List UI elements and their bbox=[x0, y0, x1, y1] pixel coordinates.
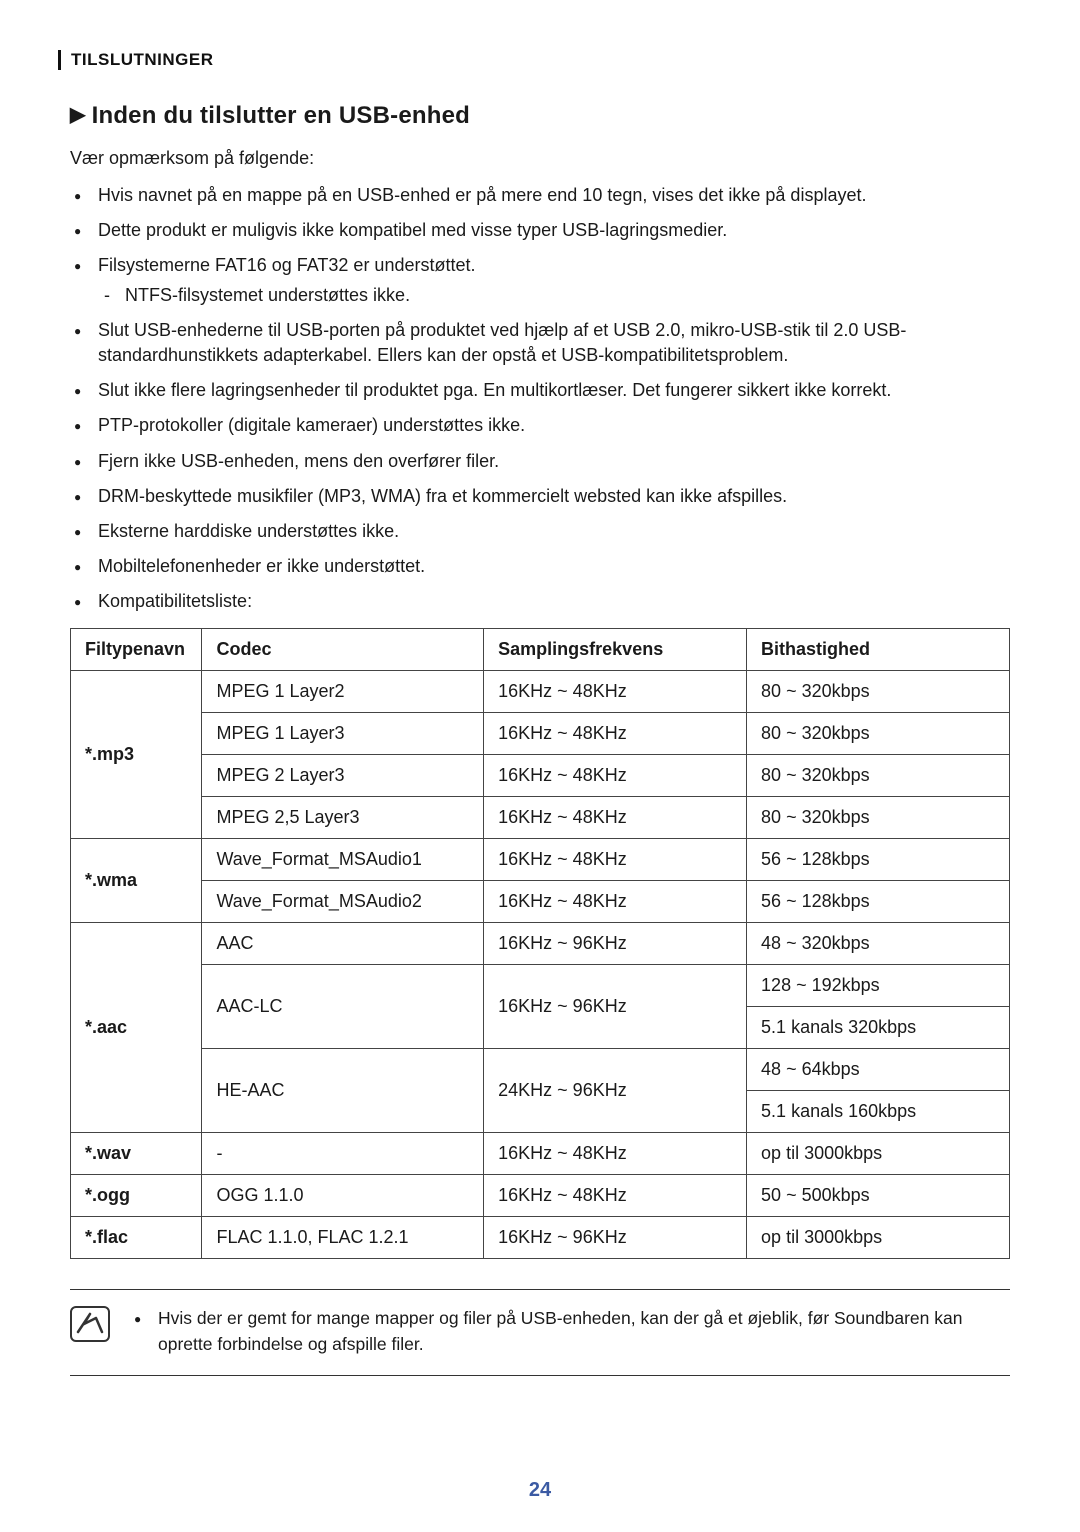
cell-codec: AAC-LC bbox=[202, 965, 484, 1049]
th-bit: Bithastighed bbox=[747, 629, 1010, 671]
page: TILSLUTNINGER ▶ Inden du tilslutter en US… bbox=[0, 0, 1080, 1532]
cell-filetype: *.ogg bbox=[71, 1175, 202, 1217]
cell-codec: MPEG 1 Layer3 bbox=[202, 713, 484, 755]
table-row: Wave_Format_MSAudio216KHz ~ 48KHz56 ~ 12… bbox=[71, 881, 1010, 923]
cell-freq: 16KHz ~ 48KHz bbox=[484, 755, 747, 797]
table-row: MPEG 2 Layer316KHz ~ 48KHz80 ~ 320kbps bbox=[71, 755, 1010, 797]
cell-freq: 16KHz ~ 48KHz bbox=[484, 671, 747, 713]
heading-text: Inden du tilslutter en USB-enhed bbox=[92, 102, 470, 129]
cell-filetype: *.flac bbox=[71, 1217, 202, 1259]
cell-bitrate: op til 3000kbps bbox=[747, 1217, 1010, 1259]
cell-bitrate: 56 ~ 128kbps bbox=[747, 881, 1010, 923]
note-block: Hvis der er gemt for mange mapper og fil… bbox=[70, 1289, 1010, 1376]
cell-bitrate: 48 ~ 320kbps bbox=[747, 923, 1010, 965]
cell-bitrate: 56 ~ 128kbps bbox=[747, 839, 1010, 881]
cell-codec: Wave_Format_MSAudio1 bbox=[202, 839, 484, 881]
cell-bitrate: 80 ~ 320kbps bbox=[747, 671, 1010, 713]
cell-freq: 16KHz ~ 96KHz bbox=[484, 965, 747, 1049]
compatibility-table: Filtypenavn Codec Samplingsfrekvens Bith… bbox=[70, 628, 1010, 1259]
cell-bitrate: 80 ~ 320kbps bbox=[747, 755, 1010, 797]
cell-codec: - bbox=[202, 1133, 484, 1175]
cell-freq: 16KHz ~ 48KHz bbox=[484, 1175, 747, 1217]
cell-freq: 16KHz ~ 96KHz bbox=[484, 1217, 747, 1259]
cell-codec: HE-AAC bbox=[202, 1049, 484, 1133]
list-item: Mobiltelefonenheder er ikke understøttet… bbox=[70, 554, 1010, 579]
table-row: *.oggOGG 1.1.016KHz ~ 48KHz50 ~ 500kbps bbox=[71, 1175, 1010, 1217]
cell-filetype: *.wma bbox=[71, 839, 202, 923]
note-text: Hvis der er gemt for mange mapper og fil… bbox=[130, 1306, 1010, 1357]
cell-freq: 16KHz ~ 48KHz bbox=[484, 1133, 747, 1175]
th-filetype: Filtypenavn bbox=[71, 629, 202, 671]
cell-bitrate: 5.1 kanals 160kbps bbox=[747, 1091, 1010, 1133]
cell-bitrate: 80 ~ 320kbps bbox=[747, 713, 1010, 755]
cell-bitrate: 50 ~ 500kbps bbox=[747, 1175, 1010, 1217]
cell-codec: Wave_Format_MSAudio2 bbox=[202, 881, 484, 923]
cell-freq: 16KHz ~ 48KHz bbox=[484, 881, 747, 923]
cell-codec: MPEG 1 Layer2 bbox=[202, 671, 484, 713]
cell-codec: FLAC 1.1.0, FLAC 1.2.1 bbox=[202, 1217, 484, 1259]
page-number: 24 bbox=[0, 1479, 1080, 1502]
cell-filetype: *.mp3 bbox=[71, 671, 202, 839]
list-item: Slut ikke flere lagringsenheder til prod… bbox=[70, 378, 1010, 403]
list-item: Hvis navnet på en mappe på en USB-enhed … bbox=[70, 183, 1010, 208]
table-row: *.wav-16KHz ~ 48KHzop til 3000kbps bbox=[71, 1133, 1010, 1175]
list-item: Eksterne harddiske understøttes ikke. bbox=[70, 519, 1010, 544]
cell-codec: MPEG 2,5 Layer3 bbox=[202, 797, 484, 839]
table-row: MPEG 1 Layer316KHz ~ 48KHz80 ~ 320kbps bbox=[71, 713, 1010, 755]
cell-freq: 16KHz ~ 96KHz bbox=[484, 923, 747, 965]
cell-freq: 24KHz ~ 96KHz bbox=[484, 1049, 747, 1133]
th-codec: Codec bbox=[202, 629, 484, 671]
cell-codec: MPEG 2 Layer3 bbox=[202, 755, 484, 797]
table-header-row: Filtypenavn Codec Samplingsfrekvens Bith… bbox=[71, 629, 1010, 671]
cell-bitrate: op til 3000kbps bbox=[747, 1133, 1010, 1175]
cell-bitrate: 80 ~ 320kbps bbox=[747, 797, 1010, 839]
table-row: *.aacAAC16KHz ~ 96KHz48 ~ 320kbps bbox=[71, 923, 1010, 965]
cell-filetype: *.wav bbox=[71, 1133, 202, 1175]
list-item: Kompatibilitetsliste: bbox=[70, 589, 1010, 614]
table-row: *.wmaWave_Format_MSAudio116KHz ~ 48KHz56… bbox=[71, 839, 1010, 881]
bullet-list: Hvis navnet på en mappe på en USB-enhed … bbox=[70, 183, 1010, 614]
page-heading: ▶ Inden du tilslutter en USB-enhed bbox=[70, 102, 1010, 130]
cell-freq: 16KHz ~ 48KHz bbox=[484, 713, 747, 755]
cell-bitrate: 48 ~ 64kbps bbox=[747, 1049, 1010, 1091]
list-item: Slut USB-enhederne til USB-porten på pro… bbox=[70, 318, 1010, 368]
table-row: *.flacFLAC 1.1.0, FLAC 1.2.116KHz ~ 96KH… bbox=[71, 1217, 1010, 1259]
list-item: Filsystemerne FAT16 og FAT32 er understø… bbox=[70, 253, 1010, 307]
section-label: TILSLUTNINGER bbox=[58, 50, 1010, 70]
list-item: DRM-beskyttede musikfiler (MP3, WMA) fra… bbox=[70, 484, 1010, 509]
cell-bitrate: 128 ~ 192kbps bbox=[747, 965, 1010, 1007]
cell-filetype: *.aac bbox=[71, 923, 202, 1133]
table-row: AAC-LC16KHz ~ 96KHz128 ~ 192kbps bbox=[71, 965, 1010, 1007]
cell-codec: AAC bbox=[202, 923, 484, 965]
note-icon bbox=[70, 1306, 110, 1342]
table-row: HE-AAC24KHz ~ 96KHz48 ~ 64kbps bbox=[71, 1049, 1010, 1091]
triangle-icon: ▶ bbox=[70, 104, 86, 126]
table-row: MPEG 2,5 Layer316KHz ~ 48KHz80 ~ 320kbps bbox=[71, 797, 1010, 839]
list-subitem: NTFS-filsystemet understøttes ikke. bbox=[98, 283, 1010, 308]
intro-text: Vær opmærksom på følgende: bbox=[70, 148, 1010, 169]
cell-freq: 16KHz ~ 48KHz bbox=[484, 839, 747, 881]
table-row: *.mp3MPEG 1 Layer216KHz ~ 48KHz80 ~ 320k… bbox=[71, 671, 1010, 713]
th-freq: Samplingsfrekvens bbox=[484, 629, 747, 671]
list-item: Dette produkt er muligvis ikke kompatibe… bbox=[70, 218, 1010, 243]
cell-bitrate: 5.1 kanals 320kbps bbox=[747, 1007, 1010, 1049]
list-item: Fjern ikke USB-enheden, mens den overfør… bbox=[70, 449, 1010, 474]
list-item: PTP-protokoller (digitale kameraer) unde… bbox=[70, 413, 1010, 438]
cell-freq: 16KHz ~ 48KHz bbox=[484, 797, 747, 839]
note-bullet: Hvis der er gemt for mange mapper og fil… bbox=[130, 1306, 1010, 1357]
cell-codec: OGG 1.1.0 bbox=[202, 1175, 484, 1217]
